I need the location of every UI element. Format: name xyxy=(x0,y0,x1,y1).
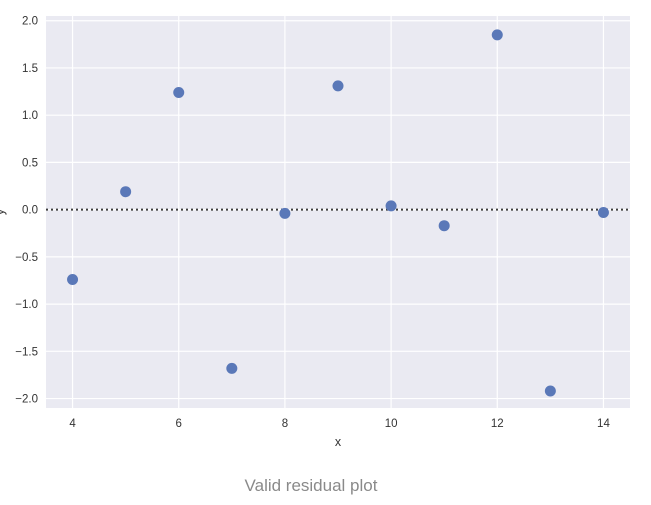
x-tick-label: 14 xyxy=(597,418,610,430)
plot-area xyxy=(46,16,630,408)
figure-caption: Valid residual plot xyxy=(244,476,378,495)
data-point xyxy=(226,362,238,374)
x-tick-labels: 4 6 8 10 12 14 xyxy=(69,418,610,430)
y-tick-label: 0.0 xyxy=(22,205,38,217)
data-point xyxy=(544,385,556,397)
data-point xyxy=(385,200,397,212)
y-tick-label: 1.5 xyxy=(22,63,38,75)
data-point xyxy=(491,29,503,41)
y-tick-label: 2.0 xyxy=(22,16,38,28)
x-tick-label: 8 xyxy=(282,418,288,430)
y-tick-label: −0.5 xyxy=(15,252,38,264)
y-tick-label: 1.0 xyxy=(22,110,38,122)
data-point xyxy=(67,274,79,286)
y-tick-label: −1.5 xyxy=(15,346,38,358)
data-point xyxy=(597,206,609,218)
y-tick-label: 0.5 xyxy=(22,157,38,169)
y-tick-label: −2.0 xyxy=(15,394,38,406)
y-axis-label: y xyxy=(0,208,7,215)
data-points xyxy=(67,29,609,397)
x-tick-label: 12 xyxy=(491,418,504,430)
x-tick-label: 4 xyxy=(69,418,76,430)
x-tick-label: 6 xyxy=(176,418,182,430)
data-point xyxy=(120,186,132,198)
y-tick-label: −1.0 xyxy=(15,299,38,311)
data-point xyxy=(332,80,344,92)
data-point xyxy=(173,87,185,99)
data-point xyxy=(438,220,450,232)
x-tick-label: 10 xyxy=(385,418,398,430)
y-tick-labels: 2.0 1.5 1.0 0.5 0.0 −0.5 −1.0 −1.5 −2.0 xyxy=(15,16,38,406)
data-point xyxy=(279,207,291,219)
x-axis-label: x xyxy=(335,435,342,449)
